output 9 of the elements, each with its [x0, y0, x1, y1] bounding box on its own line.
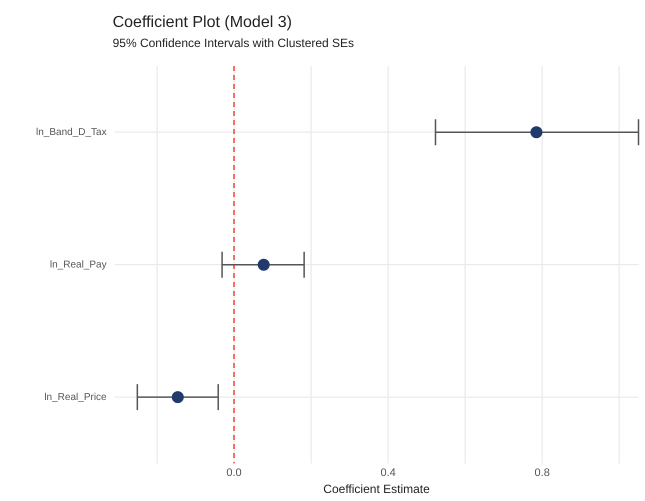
x-tick-label: 0.4	[380, 467, 396, 480]
x-tick-label: 0.8	[534, 467, 550, 480]
y-tick-label: ln_Real_Price	[44, 392, 108, 403]
y-tick-label: ln_Real_Pay	[50, 259, 107, 270]
chart-title: Coefficient Plot (Model 3)	[112, 14, 292, 31]
x-tick-label: 0.0	[226, 467, 242, 480]
y-tick-label: ln_Band_D_Tax	[36, 126, 107, 138]
x-axis-title: Coefficient Estimate	[323, 482, 430, 496]
chart-subtitle: 95% Confidence Intervals with Clustered SEs	[112, 36, 354, 50]
